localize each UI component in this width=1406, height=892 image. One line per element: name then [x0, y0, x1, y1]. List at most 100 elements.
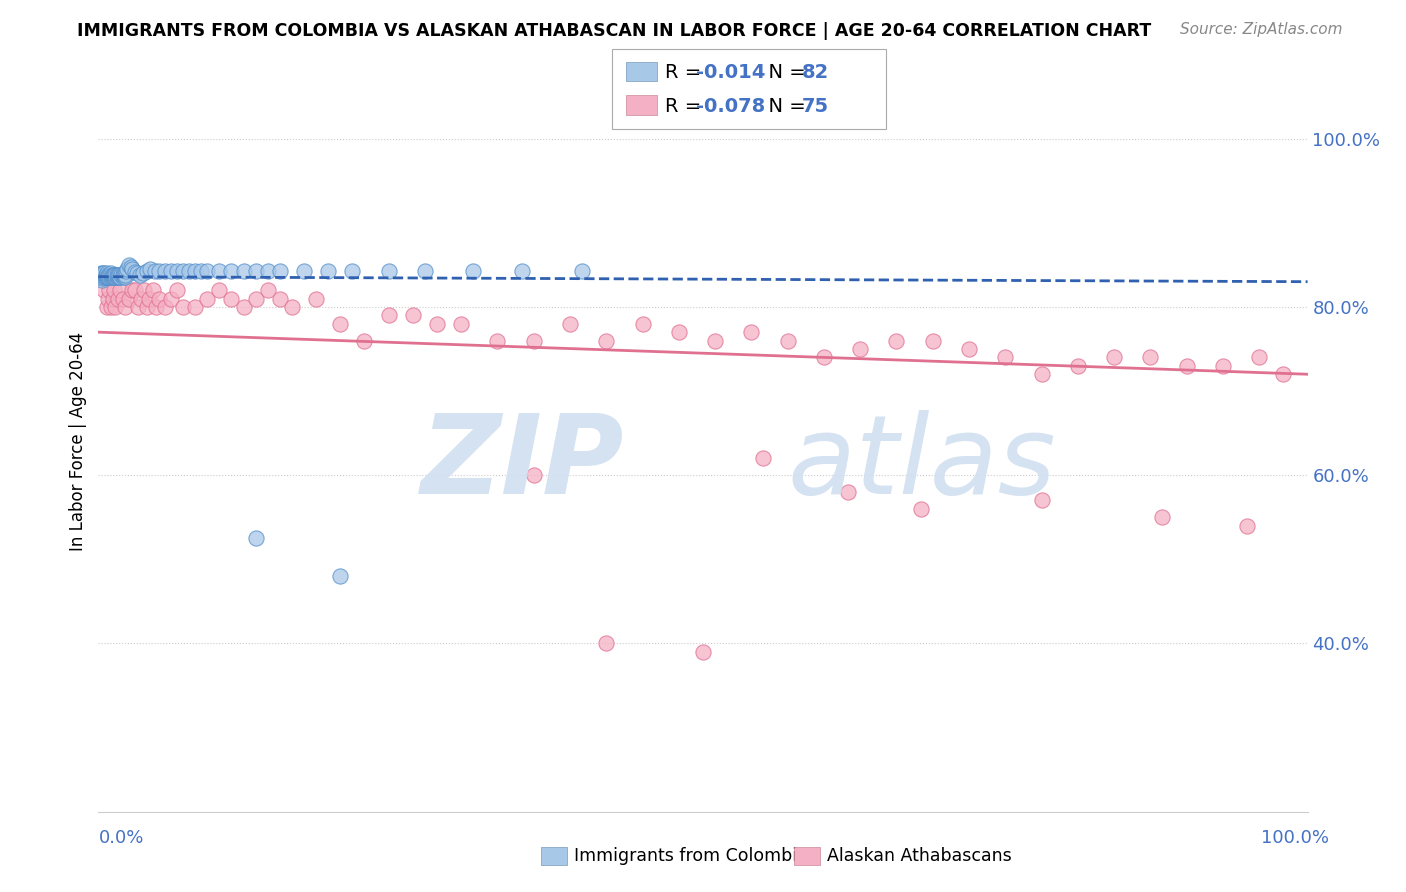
Point: [94, 270, 117, 285]
Point: [108, 268, 131, 282]
Text: Source: ZipAtlas.com: Source: ZipAtlas.com: [1180, 22, 1343, 37]
Point: [101, 292, 124, 306]
Point: [105, 268, 128, 282]
Point: [1031, 493, 1053, 508]
Point: [245, 264, 267, 278]
Point: [145, 300, 167, 314]
Point: [148, 292, 170, 306]
Point: [96, 266, 118, 280]
Point: [179, 264, 201, 278]
Point: [143, 264, 166, 278]
Point: [195, 264, 218, 278]
Point: [111, 268, 134, 282]
Point: [115, 264, 138, 278]
Point: [108, 269, 131, 284]
Point: [1175, 359, 1198, 373]
Point: [910, 501, 932, 516]
Point: [114, 269, 136, 284]
Point: [994, 351, 1017, 365]
Point: [90, 266, 112, 280]
Point: [104, 268, 127, 282]
Point: [93, 268, 115, 282]
Point: [96, 269, 118, 284]
Point: [172, 264, 194, 278]
Point: [100, 269, 122, 284]
Text: -0.078: -0.078: [696, 96, 765, 116]
Point: [111, 269, 134, 284]
Point: [114, 300, 136, 314]
Point: [94, 269, 117, 284]
Point: [1031, 368, 1053, 382]
Point: [91, 269, 114, 284]
Point: [195, 292, 218, 306]
Text: atlas: atlas: [787, 410, 1056, 517]
Point: [100, 268, 122, 282]
Point: [100, 266, 122, 280]
Point: [166, 264, 188, 278]
Point: [463, 264, 485, 278]
Point: [172, 300, 194, 314]
Point: [595, 636, 617, 650]
Point: [208, 264, 231, 278]
Point: [107, 292, 129, 306]
Point: [103, 283, 125, 297]
Point: [93, 266, 115, 280]
Point: [108, 283, 131, 297]
Point: [100, 268, 122, 282]
Point: [957, 342, 980, 356]
Point: [305, 292, 328, 306]
Point: [132, 266, 155, 280]
Point: [571, 264, 593, 278]
Text: N =: N =: [756, 62, 813, 82]
Point: [97, 269, 120, 284]
Point: [153, 300, 176, 314]
Point: [353, 334, 375, 348]
Point: [96, 300, 118, 314]
Point: [139, 262, 162, 277]
Point: [329, 317, 352, 331]
Point: [402, 309, 425, 323]
Point: [107, 268, 129, 282]
Point: [184, 300, 207, 314]
Point: [450, 317, 472, 331]
Point: [118, 292, 141, 306]
Point: [121, 262, 143, 277]
Point: [329, 569, 352, 583]
Point: [921, 334, 943, 348]
Point: [104, 269, 127, 284]
Point: [89, 270, 111, 285]
Point: [142, 283, 165, 297]
Point: [153, 264, 176, 278]
Point: [101, 269, 124, 284]
Point: [107, 269, 129, 284]
Text: 75: 75: [801, 96, 828, 116]
Point: [98, 269, 121, 284]
Point: [1139, 351, 1161, 365]
Point: [97, 268, 120, 282]
Point: [93, 269, 115, 284]
Point: [124, 264, 146, 278]
Point: [97, 292, 120, 306]
Point: [558, 317, 581, 331]
Point: [595, 334, 617, 348]
Point: [108, 269, 131, 284]
Point: [190, 264, 212, 278]
Text: Immigrants from Colombia: Immigrants from Colombia: [574, 847, 807, 865]
Point: [160, 264, 183, 278]
Text: 82: 82: [801, 62, 828, 82]
Point: [668, 325, 690, 339]
Point: [129, 292, 152, 306]
Text: N =: N =: [756, 96, 813, 116]
Point: [752, 451, 775, 466]
Text: 100.0%: 100.0%: [1261, 829, 1329, 847]
Point: [97, 270, 120, 285]
Text: 0.0%: 0.0%: [98, 829, 143, 847]
Point: [127, 300, 149, 314]
Point: [692, 645, 714, 659]
Point: [208, 283, 231, 297]
Point: [837, 485, 859, 500]
Point: [510, 264, 533, 278]
Text: -0.014: -0.014: [696, 62, 765, 82]
Point: [256, 264, 278, 278]
Point: [121, 283, 143, 297]
